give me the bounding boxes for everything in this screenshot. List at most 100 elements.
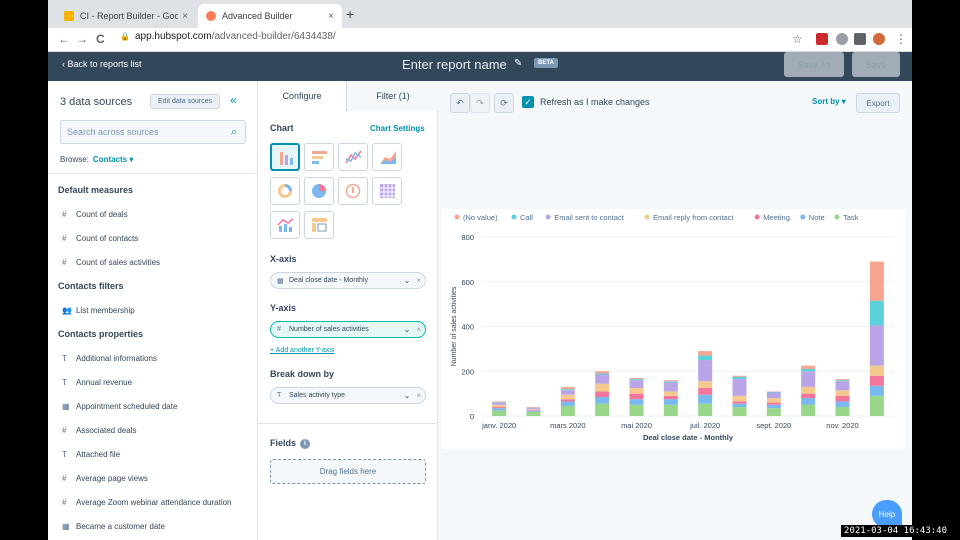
chevron-down-icon[interactable]: ⌄ xyxy=(403,325,411,334)
bar-segment xyxy=(560,399,575,402)
bar-segment xyxy=(526,408,541,410)
bar-segment xyxy=(732,395,747,402)
close-tab-icon[interactable]: × xyxy=(328,10,334,22)
chart-type-gauge[interactable] xyxy=(338,177,368,205)
chart-type-area[interactable] xyxy=(372,143,402,171)
export-button[interactable]: Export xyxy=(856,93,900,113)
bar-segment xyxy=(801,369,816,372)
reload-icon[interactable]: C xyxy=(96,32,105,46)
chart-type-donut[interactable] xyxy=(270,177,300,205)
chart-type-pivot[interactable] xyxy=(304,211,334,239)
forward-arrow-icon[interactable]: → xyxy=(76,32,88,46)
chart-type-combo[interactable] xyxy=(270,211,300,239)
refresh-button[interactable]: ⟳ xyxy=(494,93,514,113)
field-item[interactable]: ▦ Became a customer date xyxy=(62,522,165,531)
legend-label: Note xyxy=(809,213,825,222)
bar-segment xyxy=(560,394,575,400)
url-path: /advanced-builder/6434438/ xyxy=(211,31,336,42)
field-item[interactable]: T Attached file xyxy=(62,450,121,459)
breakdown-field-pill[interactable]: T Sales activity type ⌄ × xyxy=(270,387,426,404)
refresh-checkbox-label: Refresh as I make changes xyxy=(540,97,650,107)
bar-segment xyxy=(560,386,575,390)
tab-configure[interactable]: Configure xyxy=(258,81,347,111)
back-arrow-icon[interactable]: ← xyxy=(58,32,70,46)
chart-type-pie[interactable] xyxy=(304,177,334,205)
save-button[interactable]: Save xyxy=(852,52,900,77)
field-item[interactable]: T Additional informations xyxy=(62,354,157,363)
browser-menu-icon[interactable]: ⋮ xyxy=(895,32,907,46)
undo-button[interactable]: ↶ xyxy=(450,93,470,113)
search-sources-input[interactable]: Search across sources ⌕ xyxy=(60,120,246,144)
profile-avatar-icon[interactable] xyxy=(873,33,885,45)
field-item[interactable]: 👥 List membership xyxy=(62,306,135,315)
chart-type-vertical-bar[interactable] xyxy=(270,143,300,171)
field-item[interactable]: ▦ Appointment scheduled date xyxy=(62,402,178,411)
redo-button[interactable]: ↷ xyxy=(470,93,490,113)
bar-segment xyxy=(766,402,781,405)
text-icon: T xyxy=(62,450,67,459)
bar-segment xyxy=(663,380,678,382)
browse-selector[interactable]: Browse: Contacts ▾ xyxy=(60,155,134,164)
bar-segment xyxy=(663,382,678,392)
chevron-down-icon[interactable]: ⌄ xyxy=(403,391,411,400)
collapse-panel-icon[interactable]: « xyxy=(230,93,237,107)
extensions-puzzle-icon[interactable] xyxy=(854,33,866,45)
chart-type-line[interactable] xyxy=(338,143,368,171)
text-icon: T xyxy=(62,378,67,387)
bar-segment xyxy=(869,395,884,416)
chart-settings-link[interactable]: Chart Settings xyxy=(370,124,425,133)
xaxis-field-pill[interactable]: ▦ Deal close date - Monthly ⌄ × xyxy=(270,272,426,289)
field-item[interactable]: # Average Zoom webinar attendance duratio… xyxy=(62,498,232,507)
pencil-icon[interactable]: ✎ xyxy=(514,58,523,69)
info-icon[interactable]: i xyxy=(300,439,310,449)
refresh-checkbox[interactable]: ✓ xyxy=(522,96,534,108)
remove-icon[interactable]: × xyxy=(416,276,421,285)
field-item[interactable]: # Count of sales activities xyxy=(62,258,161,267)
url-field[interactable]: 🔒 app.hubspot.com/advanced-builder/64344… xyxy=(120,31,336,42)
legend-swatch xyxy=(454,214,460,220)
new-tab-icon[interactable]: + xyxy=(346,6,355,22)
gauge-chart-icon xyxy=(345,183,361,199)
sort-by-dropdown[interactable]: Sort by ▾ xyxy=(812,97,846,106)
bar-segment xyxy=(492,404,507,408)
chart-type-table[interactable] xyxy=(372,177,402,205)
field-item[interactable]: # Associated deals xyxy=(62,426,137,435)
add-yaxis-link[interactable]: + Add another Y-axis xyxy=(270,347,335,354)
bar-segment xyxy=(595,371,610,374)
help-button[interactable]: Help xyxy=(872,500,902,528)
bar-segment xyxy=(732,407,747,416)
browser-tab-report-builder[interactable]: CI - Report Builder - Google Sl × xyxy=(56,4,196,28)
extension-gray-icon[interactable] xyxy=(836,33,848,45)
field-item[interactable]: # Count of contacts xyxy=(62,234,139,243)
address-bar: ← → C 🔒 app.hubspot.com/advanced-builder… xyxy=(48,28,912,52)
browser-window: CI - Report Builder - Google Sl × Advanc… xyxy=(48,0,912,540)
back-to-reports-link[interactable]: ‹ Back to reports list xyxy=(62,59,142,69)
save-as-button[interactable]: Save As xyxy=(784,52,844,77)
edit-data-sources-button[interactable]: Edit data sources xyxy=(150,94,221,109)
remove-icon[interactable]: × xyxy=(416,391,421,400)
field-item[interactable]: T Annual revenue xyxy=(62,378,133,387)
yaxis-field-pill[interactable]: # Number of sales activities ⌄ × xyxy=(270,321,426,338)
table-chart-icon xyxy=(380,184,395,198)
extension-red-icon[interactable] xyxy=(816,33,828,45)
chart-type-horizontal-bar[interactable] xyxy=(304,143,334,171)
x-axis-title: Deal close date - Monthly xyxy=(643,433,734,442)
field-item[interactable]: # Count of deals xyxy=(62,210,128,219)
report-name-field[interactable]: Enter report name xyxy=(402,57,507,72)
field-item[interactable]: # Average page views xyxy=(62,474,148,483)
bar-segment xyxy=(801,398,816,405)
number-icon: # xyxy=(62,234,67,243)
chevron-down-icon[interactable]: ⌄ xyxy=(403,276,411,285)
bookmark-star-icon[interactable]: ☆ xyxy=(792,32,803,46)
drag-fields-dropzone[interactable]: Drag fields here xyxy=(270,459,426,484)
tab-filter[interactable]: Filter (1) xyxy=(348,81,438,111)
close-tab-icon[interactable]: × xyxy=(182,10,188,22)
bar-segment xyxy=(663,404,678,416)
bar-segment xyxy=(663,395,678,400)
beta-badge: BETA xyxy=(534,58,558,68)
remove-icon[interactable]: × xyxy=(416,325,421,334)
browser-tab-advanced-builder[interactable]: Advanced Builder × xyxy=(198,4,342,28)
chart-label: Chart xyxy=(270,123,294,133)
hubspot-favicon-icon xyxy=(206,11,216,21)
bar-segment xyxy=(629,393,644,400)
